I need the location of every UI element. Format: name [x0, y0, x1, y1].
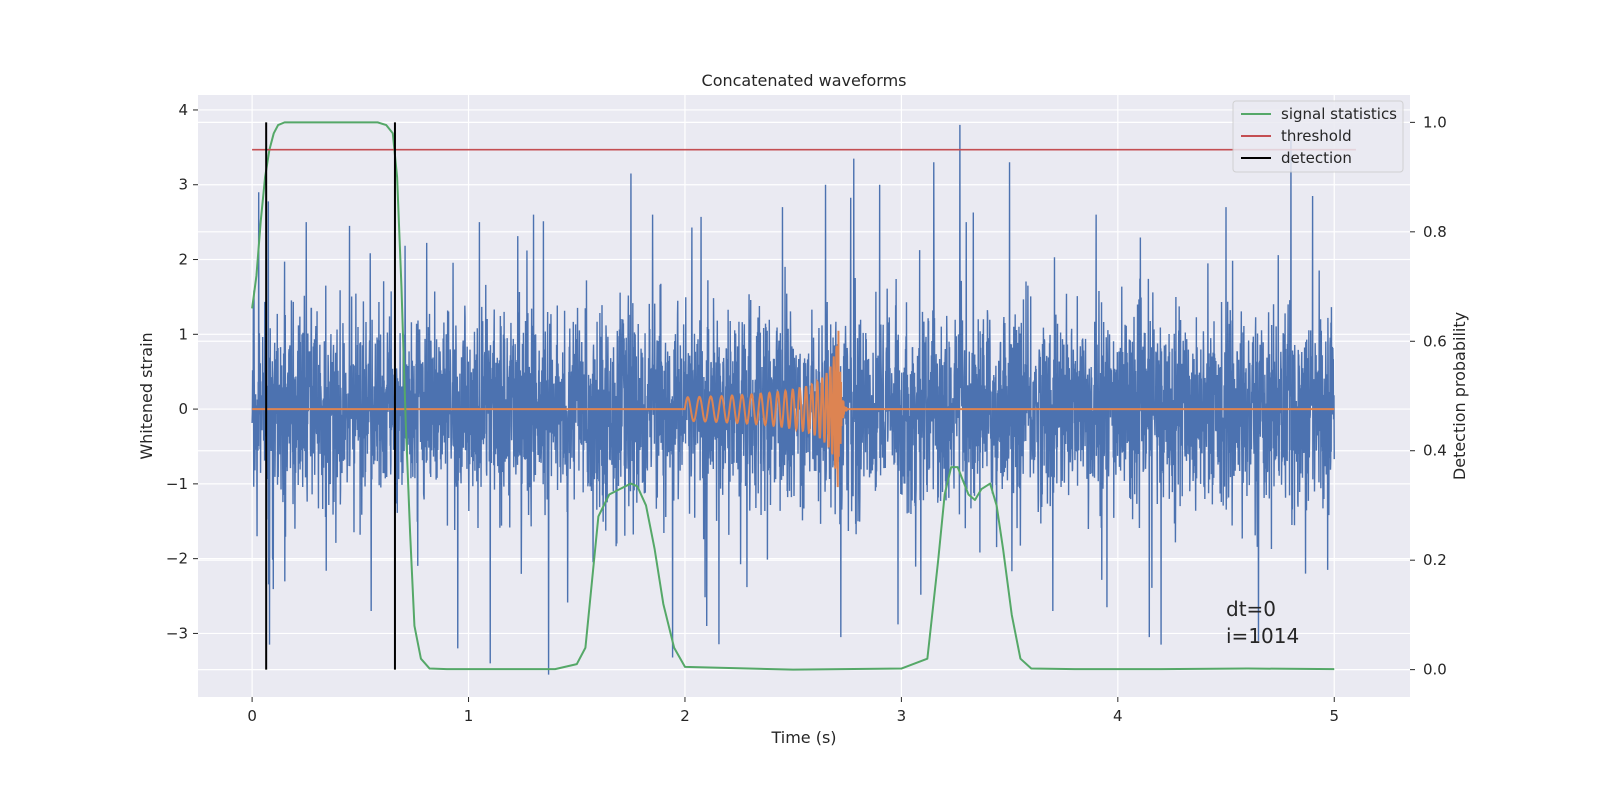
y2-tick-label: 0.2: [1423, 551, 1447, 569]
chart-title: Concatenated waveforms: [702, 71, 907, 90]
x-tick-label: 5: [1329, 707, 1339, 725]
y-tick-label: 2: [178, 251, 188, 269]
series-layer: [251, 121, 1356, 675]
y-tick-label: 4: [178, 101, 188, 119]
y-tick-label: −2: [166, 550, 188, 568]
legend-label-detection: detection: [1281, 149, 1352, 167]
x-tick-label: 0: [247, 707, 257, 725]
y2-tick-label: 1.0: [1423, 113, 1447, 131]
legend-box: [1232, 100, 1404, 173]
y-tick-label: 3: [178, 176, 188, 194]
legend: signal statistics threshold detection: [1232, 100, 1404, 173]
y-axis-label: Whitened strain: [137, 332, 156, 459]
y-tick-label: 0: [178, 400, 188, 418]
y2-tick-label: 0.8: [1423, 223, 1447, 241]
x-axis-label: Time (s): [770, 728, 836, 747]
annotation-dt: dt=0: [1226, 597, 1276, 621]
x-tick-label: 4: [1113, 707, 1123, 725]
y2-axis-label: Detection probability: [1450, 312, 1469, 480]
y2-tick-label: 0.0: [1423, 661, 1447, 679]
x-tick-label: 1: [464, 707, 474, 725]
series-template-waveform: [252, 330, 1335, 488]
series-signal-statistics: [251, 121, 1335, 671]
y-tick-label: −3: [166, 624, 188, 642]
x-tick-label: 2: [680, 707, 690, 725]
legend-label-threshold: threshold: [1281, 127, 1352, 145]
y-tick-label: −1: [166, 475, 188, 493]
y2-tick-label: 0.4: [1423, 442, 1447, 460]
y2-tick-label: 0.6: [1423, 332, 1447, 350]
y-tick-label: 1: [178, 325, 188, 343]
x-tick-label: 3: [897, 707, 907, 725]
ticks-layer: 0 1 2 3 4 5 −3 −2 −1 0 1 2 3 4 0.0 0.2 0.4 0.6 0.8 1.0: [166, 101, 1447, 725]
legend-label-signal-statistics: signal statistics: [1281, 105, 1397, 123]
annotation-index: i=1014: [1226, 624, 1299, 648]
